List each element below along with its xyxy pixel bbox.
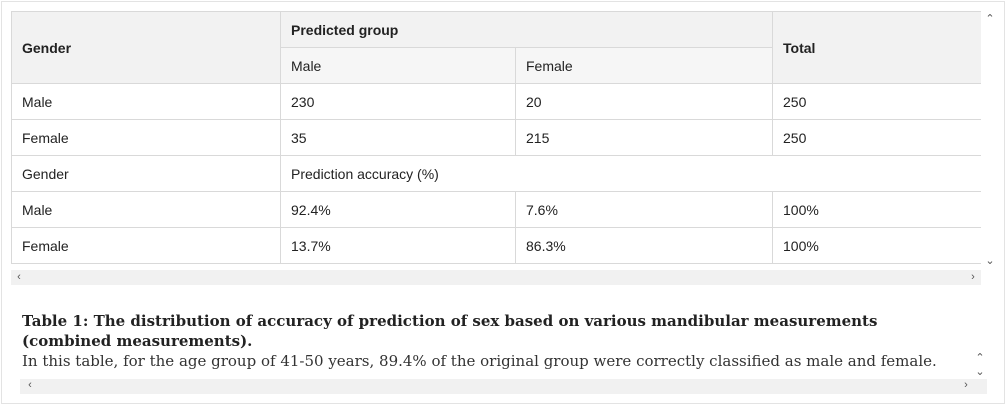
- header-male: Male: [280, 47, 516, 84]
- scroll-down-icon[interactable]: ⌄: [985, 255, 995, 267]
- scroll-left-icon[interactable]: ‹: [28, 379, 32, 391]
- scroll-right-icon[interactable]: ›: [964, 379, 968, 391]
- cell: 100%: [772, 191, 981, 228]
- cell: Female: [11, 227, 281, 264]
- table-row: Female 35 215 250: [11, 119, 981, 156]
- scroll-up-icon[interactable]: ⌃: [975, 352, 985, 364]
- table-scroll-area[interactable]: Gender Predicted group Total Male Female…: [11, 11, 981, 270]
- scroll-right-icon[interactable]: ›: [971, 271, 975, 283]
- header-female: Female: [514, 47, 774, 84]
- table-row: Male 230 20 250: [11, 83, 981, 120]
- caption-horizontal-scrollbar[interactable]: ‹ ›: [20, 379, 987, 394]
- caption-title: Table 1: The distribution of accuracy of…: [22, 312, 878, 350]
- cell: 230: [280, 83, 516, 120]
- cell: Male: [11, 83, 281, 120]
- scroll-left-icon[interactable]: ‹: [17, 271, 21, 283]
- cell: 100%: [772, 227, 981, 264]
- cell: Male: [11, 191, 281, 228]
- data-table: Gender Predicted group Total Male Female…: [11, 11, 981, 264]
- header-predicted-group: Predicted group: [279, 11, 774, 48]
- table-row: Gender Prediction accuracy (%): [11, 155, 981, 192]
- cell-accuracy-label: Prediction accuracy (%): [279, 155, 981, 192]
- cell: 20: [514, 83, 774, 120]
- cell: 250: [772, 119, 981, 156]
- cell: Female: [11, 119, 281, 156]
- scroll-down-icon[interactable]: ⌄: [975, 366, 985, 378]
- cell: 7.6%: [514, 191, 774, 228]
- caption-text: In this table, for the age group of 41-5…: [22, 352, 937, 370]
- scroll-up-icon[interactable]: ⌃: [985, 13, 995, 25]
- table-vertical-scrollbar[interactable]: ⌃ ⌄: [982, 11, 998, 270]
- table-row: Female 13.7% 86.3% 100%: [11, 227, 981, 264]
- header-gender: Gender: [11, 11, 281, 84]
- table-header-row: Gender Predicted group Total: [11, 11, 981, 84]
- table-horizontal-scrollbar[interactable]: ‹ ›: [11, 270, 981, 285]
- caption-vertical-scrollbar[interactable]: ⌃ ⌄: [972, 352, 986, 378]
- table-caption: Table 1: The distribution of accuracy of…: [22, 311, 962, 372]
- cell: 13.7%: [280, 227, 516, 264]
- cell: 86.3%: [514, 227, 774, 264]
- cell: Gender: [11, 155, 281, 192]
- cell: 92.4%: [280, 191, 516, 228]
- header-total: Total: [772, 11, 981, 84]
- cell: 250: [772, 83, 981, 120]
- cell: 215: [514, 119, 774, 156]
- cell: 35: [280, 119, 516, 156]
- table-row: Male 92.4% 7.6% 100%: [11, 191, 981, 228]
